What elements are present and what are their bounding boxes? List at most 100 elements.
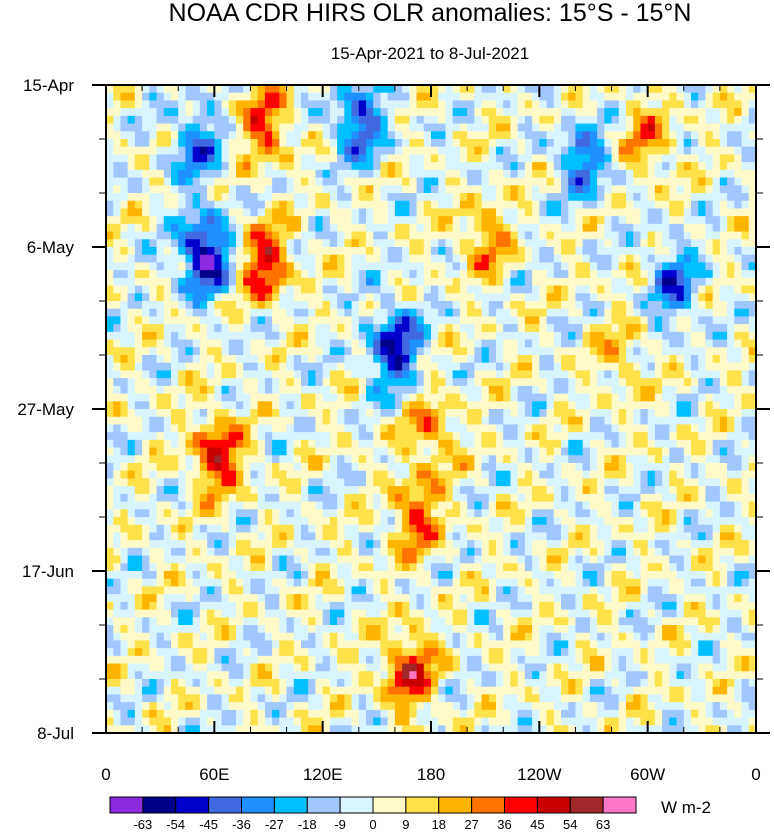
heatmap-cell — [293, 416, 302, 426]
heatmap-cell — [257, 316, 266, 325]
heatmap-cell — [546, 401, 555, 410]
heatmap-cell — [134, 115, 143, 125]
heatmap-cell — [748, 324, 756, 333]
heatmap-cell — [149, 432, 158, 441]
heatmap-cell — [517, 254, 526, 264]
heatmap-cell — [351, 501, 360, 510]
heatmap-cell — [257, 100, 266, 109]
heatmap-cell — [134, 108, 143, 117]
heatmap-cell — [647, 239, 656, 248]
heatmap-cell — [589, 100, 598, 109]
heatmap-cell — [582, 115, 591, 125]
heatmap-cell — [315, 146, 324, 156]
heatmap-cell — [344, 409, 353, 418]
heatmap-cell — [308, 463, 317, 472]
heatmap-cell — [257, 347, 266, 356]
heatmap-cell — [337, 493, 345, 503]
heatmap-cell — [250, 470, 259, 480]
heatmap-cell — [553, 401, 562, 410]
heatmap-cell — [503, 223, 512, 233]
heatmap-cell — [647, 355, 656, 364]
heatmap-cell — [662, 470, 670, 480]
heatmap-cell — [264, 493, 273, 503]
heatmap-cell — [106, 277, 114, 287]
heatmap-cell — [315, 478, 324, 487]
heatmap-cell — [597, 108, 605, 117]
heatmap-cell — [322, 370, 331, 379]
heatmap-cell — [228, 231, 237, 240]
heatmap-cell — [142, 247, 150, 256]
heatmap-cell — [698, 478, 707, 487]
heatmap-cell — [351, 139, 360, 148]
heatmap-cell — [344, 100, 353, 109]
heatmap-cell — [373, 316, 382, 325]
heatmap-cell — [748, 277, 756, 287]
heatmap-cell — [185, 362, 194, 372]
heatmap-cell — [741, 409, 750, 418]
heatmap-cell — [568, 416, 577, 426]
heatmap-cell — [488, 393, 497, 402]
heatmap-cell — [337, 231, 345, 240]
heatmap-cell — [402, 432, 410, 441]
heatmap-cell — [127, 216, 136, 225]
heatmap-cell — [568, 108, 577, 117]
heatmap-cell — [582, 208, 591, 217]
heatmap-cell — [120, 362, 129, 372]
heatmap-cell — [488, 401, 497, 410]
heatmap-cell — [120, 254, 129, 264]
heatmap-cell — [380, 339, 389, 348]
heatmap-cell — [214, 169, 223, 179]
heatmap-cell — [611, 293, 620, 302]
heatmap-cell — [488, 146, 497, 156]
heatmap-cell — [250, 231, 259, 240]
heatmap-cell — [423, 424, 432, 433]
heatmap-cell — [741, 115, 750, 125]
heatmap-cell — [589, 447, 598, 456]
heatmap-cell — [149, 455, 158, 464]
heatmap-cell — [207, 316, 215, 325]
heatmap-cell — [120, 463, 129, 472]
heatmap-cell — [626, 177, 634, 186]
heatmap-cell — [539, 193, 548, 202]
heatmap-cell — [264, 162, 273, 171]
heatmap-cell — [134, 208, 143, 217]
heatmap-cell — [214, 355, 223, 364]
heatmap-cell — [113, 339, 122, 348]
heatmap-cell — [561, 378, 569, 387]
heatmap-cell — [373, 401, 382, 410]
heatmap-cell — [272, 339, 280, 348]
heatmap-cell — [207, 115, 215, 125]
heatmap-cell — [402, 131, 410, 140]
heatmap-cell — [712, 447, 721, 456]
heatmap-cell — [734, 200, 743, 210]
heatmap-cell — [748, 470, 756, 480]
heatmap-cell — [380, 293, 389, 302]
heatmap-cell — [409, 339, 418, 348]
heatmap-cell — [748, 139, 756, 148]
heatmap-cell — [691, 208, 699, 217]
heatmap-cell — [387, 331, 396, 341]
heatmap-cell — [149, 439, 158, 449]
heatmap-cell — [373, 223, 382, 233]
heatmap-cell — [712, 115, 721, 125]
heatmap-cell — [467, 432, 475, 441]
heatmap-cell — [380, 331, 389, 341]
heatmap-cell — [279, 424, 288, 433]
heatmap-cell — [575, 409, 584, 418]
heatmap-cell — [192, 270, 201, 279]
heatmap-cell — [741, 308, 750, 318]
heatmap-cell — [452, 208, 461, 217]
heatmap-cell — [366, 324, 374, 333]
heatmap-cell — [553, 370, 562, 379]
heatmap-cell — [250, 355, 259, 364]
heatmap-cell — [257, 92, 266, 102]
heatmap-cell — [149, 470, 158, 480]
heatmap-cell — [344, 154, 353, 163]
heatmap-cell — [272, 308, 280, 318]
heatmap-cell — [654, 108, 663, 117]
heatmap-cell — [459, 416, 468, 426]
heatmap-cell — [640, 169, 649, 179]
heatmap-cell — [423, 447, 432, 456]
heatmap-cell — [467, 378, 475, 387]
heatmap-cell — [293, 339, 302, 348]
